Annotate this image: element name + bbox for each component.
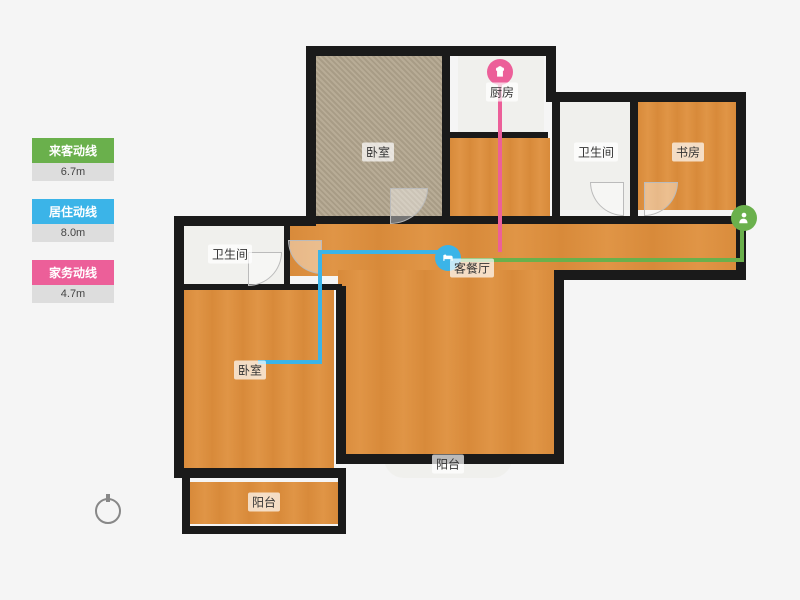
kitchen-marker <box>487 59 513 85</box>
path-living <box>318 250 450 254</box>
legend-living: 居住动线 8.0m <box>32 199 114 242</box>
door-arc <box>590 182 624 216</box>
floorplan: 卧室 厨房 卫生间 书房 卫生间 客餐厅 卧室 阳台 阳台 <box>150 40 760 560</box>
label-bedroom-left: 卧室 <box>234 361 266 380</box>
legend-guest-value: 6.7m <box>32 163 114 181</box>
chef-icon <box>493 65 507 79</box>
legend-guest-label: 来客动线 <box>32 138 114 163</box>
legend-housework-value: 4.7m <box>32 285 114 303</box>
door-arc <box>644 182 678 216</box>
legend-living-label: 居住动线 <box>32 199 114 224</box>
label-living: 客餐厅 <box>450 259 494 278</box>
path-living <box>258 360 322 364</box>
label-bath-right: 卫生间 <box>574 143 618 162</box>
label-kitchen: 厨房 <box>486 83 518 102</box>
legend-housework: 家务动线 4.7m <box>32 260 114 303</box>
entry-marker <box>731 205 757 231</box>
label-bath-left: 卫生间 <box>208 245 252 264</box>
label-study: 书房 <box>672 143 704 162</box>
legend: 来客动线 6.7m 居住动线 8.0m 家务动线 4.7m <box>32 138 114 321</box>
person-icon <box>737 211 751 225</box>
label-balcony-left: 阳台 <box>248 493 280 512</box>
legend-guest: 来客动线 6.7m <box>32 138 114 181</box>
legend-living-value: 8.0m <box>32 224 114 242</box>
room-living <box>338 270 556 454</box>
compass-icon <box>95 498 123 526</box>
label-bedroom-top: 卧室 <box>362 143 394 162</box>
path-living <box>318 250 322 364</box>
path-housework <box>498 78 502 252</box>
legend-housework-label: 家务动线 <box>32 260 114 285</box>
label-balcony-mid: 阳台 <box>432 455 464 474</box>
